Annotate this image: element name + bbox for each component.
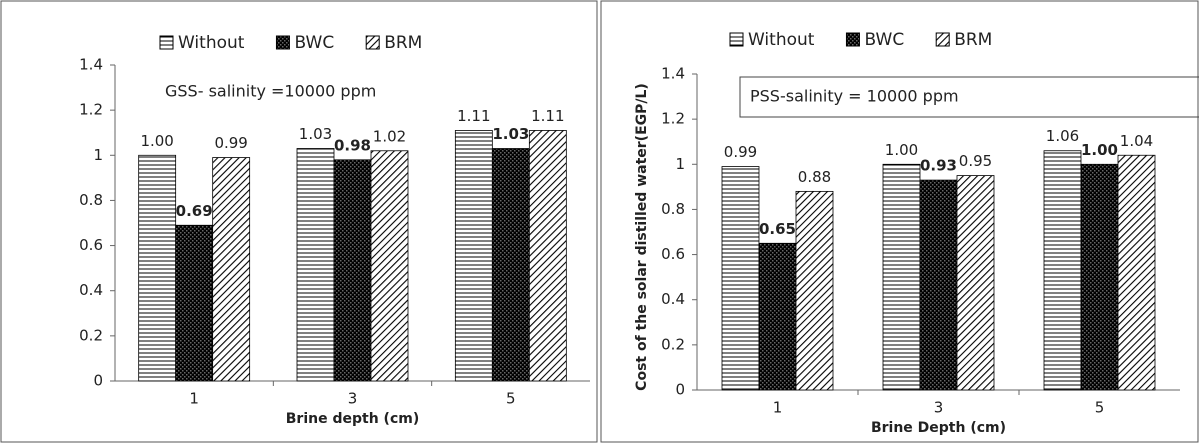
value-label: 0.65 bbox=[759, 220, 796, 238]
panel-border bbox=[0, 0, 598, 443]
y-tick-label: 0.6 bbox=[79, 236, 103, 254]
bar bbox=[956, 175, 995, 391]
y-tick-label: 0 bbox=[93, 372, 103, 390]
bar bbox=[296, 148, 335, 382]
value-label: 1.00 bbox=[885, 141, 918, 159]
y-tick-label: 1.4 bbox=[661, 65, 685, 83]
legend-swatch bbox=[935, 32, 950, 47]
y-tick-label: 1.4 bbox=[79, 56, 103, 74]
bar bbox=[1117, 154, 1156, 391]
y-axis-label: Cost of the solar distilled water(EGP/L) bbox=[634, 83, 650, 391]
x-tick-label: 3 bbox=[348, 390, 358, 408]
bar bbox=[721, 166, 760, 391]
legend-swatch bbox=[729, 32, 744, 47]
bar bbox=[1043, 150, 1082, 391]
bar bbox=[758, 242, 797, 391]
y-tick-label: 1 bbox=[675, 155, 685, 173]
bar bbox=[370, 150, 409, 382]
y-tick-label: 0.4 bbox=[79, 281, 103, 299]
value-label: 0.99 bbox=[724, 143, 757, 161]
y-tick-label: 1.2 bbox=[79, 101, 103, 119]
bar bbox=[212, 157, 251, 382]
x-axis-label: Brine Depth (cm) bbox=[871, 420, 1006, 436]
legend-label: BRM bbox=[384, 33, 422, 53]
value-label: 1.06 bbox=[1046, 127, 1079, 145]
y-tick-label: 0.2 bbox=[79, 326, 103, 344]
value-label: 1.02 bbox=[373, 127, 406, 145]
x-tick-label: 1 bbox=[189, 390, 199, 408]
legend-swatch bbox=[275, 35, 290, 50]
value-label: 0.95 bbox=[959, 152, 992, 170]
legend-label: BWC bbox=[864, 30, 904, 50]
x-axis-label: Brine depth (cm) bbox=[286, 411, 419, 427]
panel-border bbox=[600, 0, 1199, 443]
value-label: 1.00 bbox=[140, 132, 173, 150]
value-label: 1.11 bbox=[457, 107, 490, 125]
value-label: 0.99 bbox=[214, 134, 247, 152]
x-tick-label: 5 bbox=[506, 390, 516, 408]
legend-label: Without bbox=[748, 30, 815, 50]
bar bbox=[795, 190, 834, 391]
y-tick-label: 0.2 bbox=[661, 335, 685, 353]
legend-swatch bbox=[159, 35, 174, 50]
bar bbox=[919, 179, 958, 391]
value-label: 0.93 bbox=[920, 157, 957, 175]
bar bbox=[333, 159, 372, 382]
legend-swatch bbox=[365, 35, 380, 50]
bar bbox=[882, 163, 921, 391]
annotation: GSS- salinity =10000 ppm bbox=[165, 82, 376, 101]
value-label: 0.88 bbox=[798, 168, 831, 186]
legend-swatch bbox=[845, 32, 860, 47]
value-label: 0.98 bbox=[334, 136, 371, 154]
y-tick-label: 0.8 bbox=[79, 191, 103, 209]
annotation: PSS-salinity = 10000 ppm bbox=[750, 87, 959, 106]
value-label: 1.11 bbox=[531, 107, 564, 125]
value-label: 1.03 bbox=[299, 125, 332, 143]
bar bbox=[1080, 163, 1119, 391]
bar bbox=[491, 148, 530, 382]
value-label: 1.03 bbox=[492, 125, 529, 143]
value-label: 1.04 bbox=[1120, 132, 1153, 150]
value-label: 0.69 bbox=[176, 202, 213, 220]
bar bbox=[175, 224, 214, 382]
x-tick-label: 3 bbox=[934, 399, 944, 417]
value-label: 1.00 bbox=[1081, 141, 1118, 159]
x-tick-label: 5 bbox=[1095, 399, 1105, 417]
y-tick-label: 1.2 bbox=[661, 110, 685, 128]
annotation-box bbox=[739, 76, 1199, 118]
bar bbox=[454, 130, 493, 382]
y-tick-label: 1 bbox=[93, 146, 103, 164]
legend-label: BWC bbox=[294, 33, 334, 53]
legend-label: BRM bbox=[954, 30, 992, 50]
y-tick-label: 0 bbox=[675, 381, 685, 399]
bar bbox=[528, 130, 567, 382]
y-tick-label: 0.8 bbox=[661, 200, 685, 218]
legend-label: Without bbox=[178, 33, 245, 53]
y-tick-label: 0.6 bbox=[661, 245, 685, 263]
bar bbox=[138, 154, 177, 382]
x-tick-label: 1 bbox=[773, 399, 783, 417]
y-tick-label: 0.4 bbox=[661, 290, 685, 308]
